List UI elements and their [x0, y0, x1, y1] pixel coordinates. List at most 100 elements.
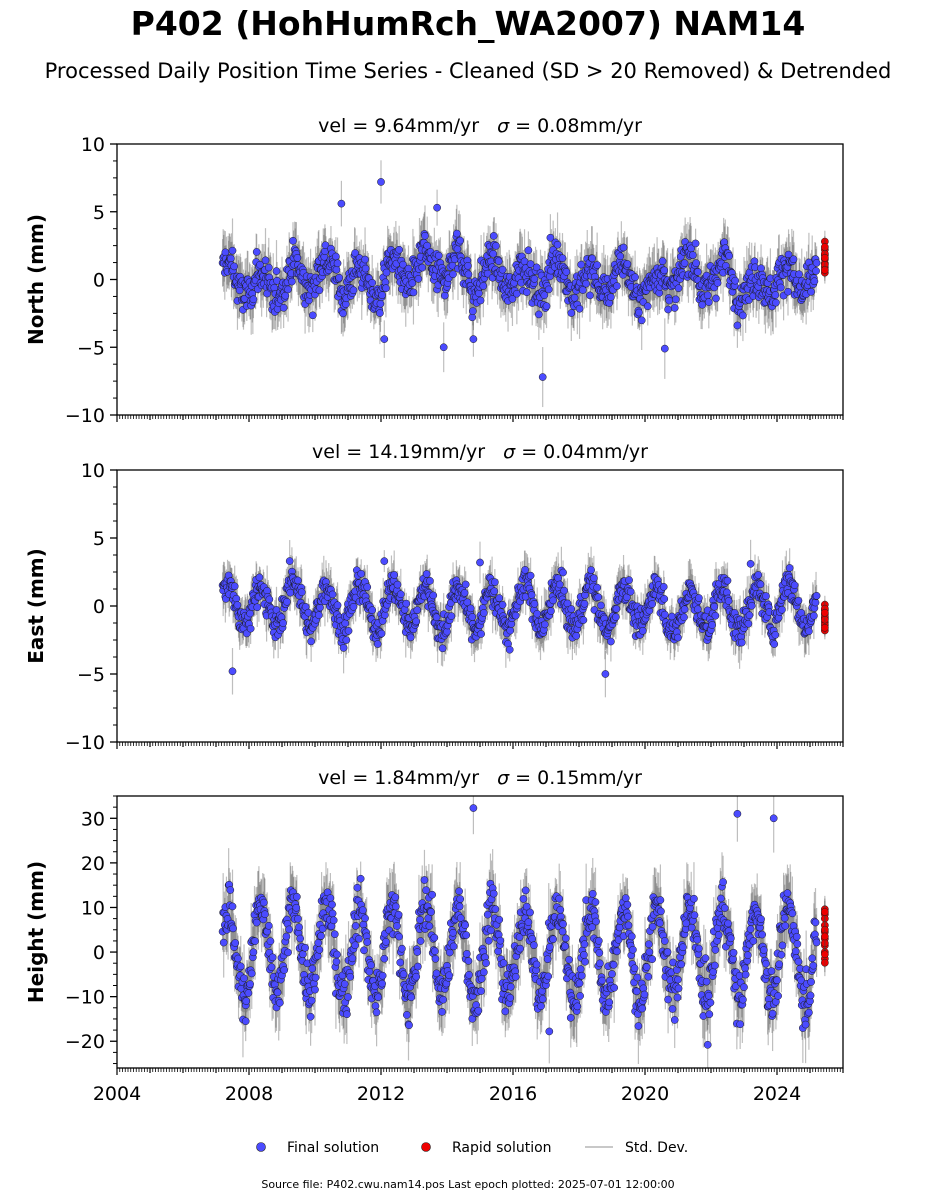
final-point [533, 609, 542, 618]
final-point [378, 291, 386, 299]
final-point [559, 568, 567, 577]
final-point [724, 597, 733, 605]
final-point [692, 259, 701, 267]
final-point [285, 557, 294, 565]
final-point [710, 602, 719, 611]
final-point [321, 241, 330, 250]
final-point [228, 667, 237, 676]
east-data [218, 539, 829, 698]
final-point [689, 251, 697, 259]
final-point [456, 236, 465, 245]
final-point [723, 576, 732, 585]
final-point [256, 260, 264, 269]
final-point [660, 266, 669, 275]
final-point [638, 627, 647, 635]
final-point [558, 254, 567, 263]
final-point [588, 254, 597, 263]
final-point [747, 601, 756, 610]
y-tick-label: −5 [77, 337, 105, 359]
final-point [342, 636, 351, 644]
final-point [373, 640, 382, 648]
rapid-point [821, 608, 829, 617]
final-point [549, 596, 558, 605]
final-point [479, 282, 488, 290]
final-point [586, 291, 594, 300]
final-point [433, 203, 441, 212]
final-point [546, 233, 555, 242]
final-point [429, 591, 438, 600]
final-point [544, 285, 553, 294]
final-point [612, 613, 620, 621]
rapid-point [821, 243, 829, 251]
final-point [530, 275, 539, 283]
final-point [580, 599, 589, 608]
north-panel: vel = 9.64mm/yr σ = 0.08mm/yr North (mm) 10… [24, 115, 844, 427]
final-point [731, 276, 740, 285]
final-point [812, 591, 821, 600]
final-point [756, 580, 765, 589]
final-point [526, 260, 535, 268]
final-point [659, 582, 668, 591]
final-point [757, 264, 765, 273]
final-point [660, 344, 669, 353]
final-point [554, 574, 562, 582]
final-point [339, 309, 347, 318]
final-point [794, 596, 803, 605]
final-point [590, 574, 598, 583]
final-point [447, 612, 456, 620]
final-point [680, 613, 688, 622]
final-point [463, 598, 472, 607]
final-point [335, 273, 344, 282]
final-point [368, 606, 377, 615]
final-point [228, 246, 237, 255]
y-tick-label: 10 [81, 460, 105, 482]
y-tick-label: 5 [93, 528, 105, 550]
final-point [625, 576, 633, 584]
north-sigma: 0.08mm/yr [537, 115, 642, 137]
final-point [495, 594, 504, 602]
y-tick-label: −10 [65, 405, 105, 427]
final-point [283, 597, 291, 606]
final-point [332, 252, 340, 261]
final-point [246, 624, 255, 633]
final-point [466, 604, 475, 613]
final-point [339, 643, 348, 652]
final-point [698, 300, 707, 309]
final-point [253, 603, 262, 612]
final-point [626, 587, 635, 596]
final-point [521, 566, 529, 574]
final-point [587, 566, 595, 574]
final-point [593, 583, 602, 592]
final-point [660, 595, 669, 603]
east-ylabel: East (mm) [24, 548, 48, 664]
final-point [363, 583, 372, 591]
final-point [674, 284, 683, 293]
final-point [712, 294, 720, 303]
final-point [648, 600, 657, 608]
final-point [264, 263, 273, 272]
final-point [658, 257, 667, 266]
final-point [547, 607, 555, 615]
final-point [380, 557, 389, 565]
final-point [713, 279, 722, 287]
final-point [423, 241, 432, 250]
final-point [577, 260, 586, 269]
final-point [440, 291, 449, 300]
final-point [230, 262, 238, 271]
north-ylabel: North (mm) [24, 214, 48, 345]
final-point [754, 571, 763, 579]
final-point [635, 308, 643, 317]
final-point [810, 611, 818, 620]
final-point [453, 229, 461, 238]
final-point [704, 298, 713, 306]
final-point [382, 284, 390, 293]
east-sigma: 0.04mm/yr [543, 441, 648, 463]
final-point [703, 291, 712, 300]
final-point [671, 295, 680, 304]
final-point [631, 273, 639, 282]
east-rapid-points [821, 595, 829, 640]
final-point [349, 602, 358, 611]
final-point [745, 611, 754, 620]
final-point [570, 293, 579, 302]
final-point [480, 609, 488, 617]
